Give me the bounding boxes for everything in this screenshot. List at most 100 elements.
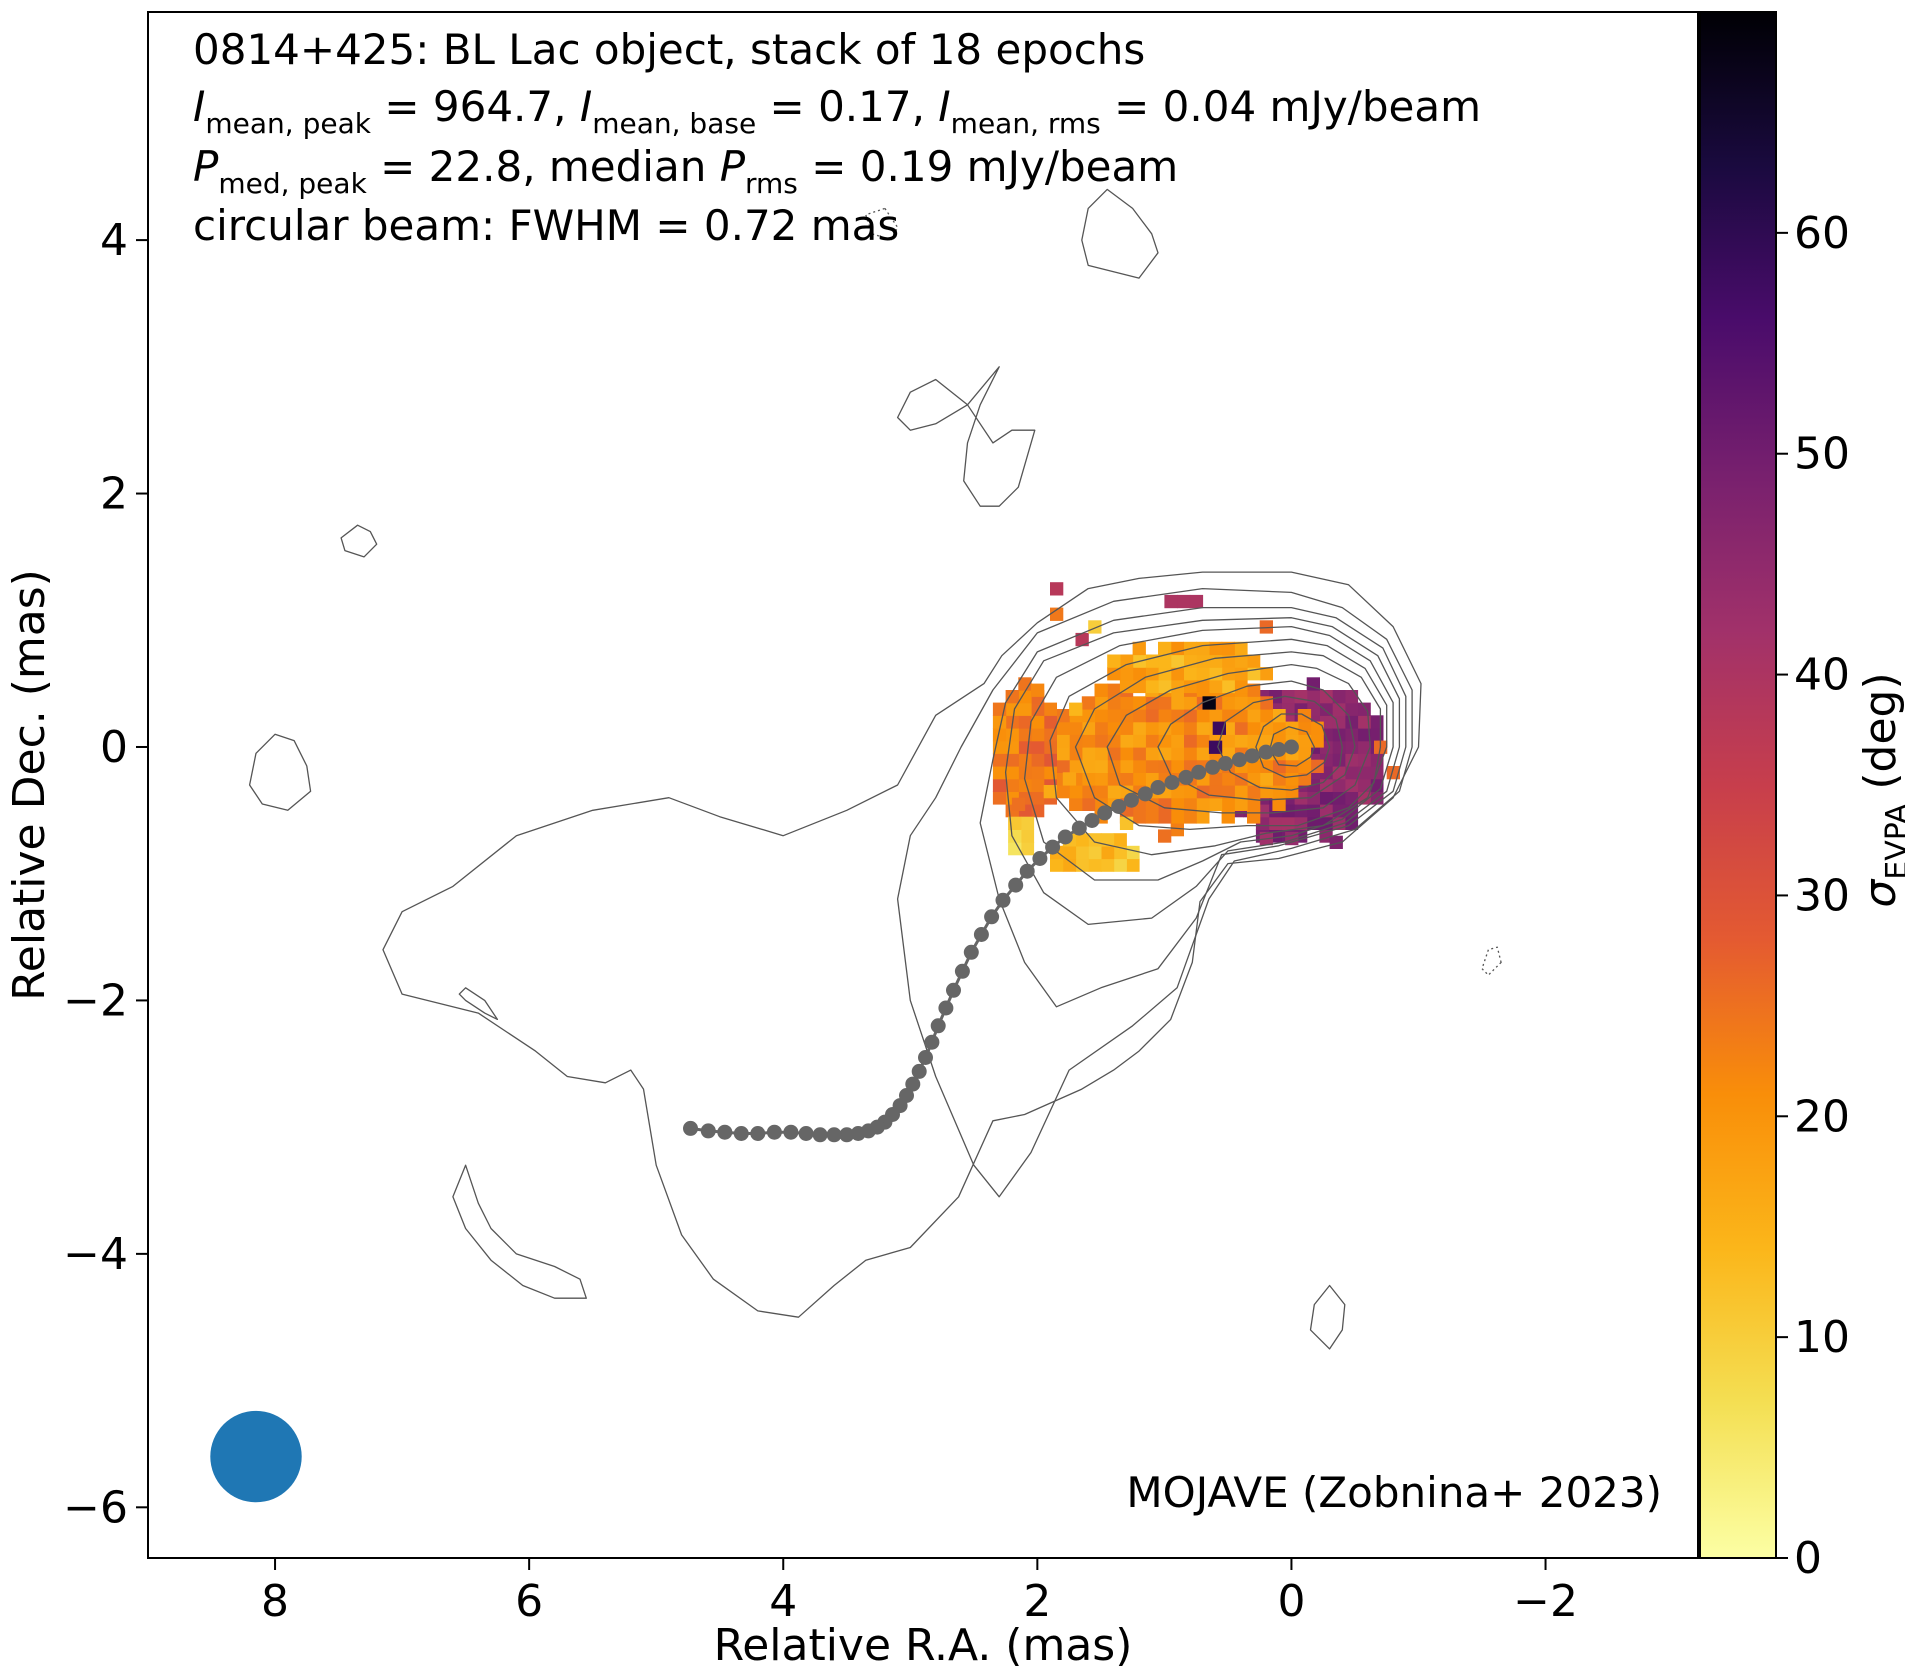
pol-pixel (1170, 747, 1184, 761)
contour-c4 (1004, 617, 1401, 926)
credit-text: MOJAVE (Zobnina+ 2023) (1126, 1468, 1662, 1517)
pol-pixel (1056, 759, 1070, 773)
ridgeline-point (733, 1126, 749, 1141)
colorbar-tick-label: 0 (1794, 1533, 1822, 1584)
contour-island-small-nw (340, 524, 378, 558)
ridgeline-point (954, 963, 970, 979)
ridgeline-point (850, 1126, 866, 1141)
pol-pixel (1196, 709, 1210, 723)
pol-pixel (1306, 791, 1320, 805)
pol-pixel (1196, 810, 1210, 824)
contour-c5 (1023, 625, 1394, 881)
pol-pixel (1208, 797, 1223, 811)
pol-pixel (1158, 667, 1172, 681)
pol-pixel (1158, 721, 1172, 735)
pol-pixel (1221, 785, 1235, 799)
pol-pixel (1344, 740, 1359, 754)
ridgeline-point (963, 944, 979, 960)
ridgeline-point (798, 1126, 814, 1141)
x-tick-label: 2 (1023, 1576, 1051, 1627)
pol-pixel (1332, 690, 1346, 704)
pol-pixel (1158, 654, 1172, 668)
ridgeline-point (839, 1127, 855, 1143)
pol-pixel (1332, 728, 1346, 742)
pol-pixel (1132, 747, 1146, 761)
contour-c9 (1157, 680, 1356, 801)
pol-pixel (1177, 594, 1191, 609)
pol-pixel (1297, 772, 1312, 786)
pol-pixel (1221, 696, 1235, 710)
contour-c2 (896, 587, 1413, 1198)
pol-pixel (1170, 641, 1184, 656)
pol-pixel (1119, 747, 1134, 761)
pol-pixel (1247, 654, 1261, 668)
pol-pixel (1268, 816, 1282, 830)
pol-pixel (1259, 696, 1273, 710)
pol-pixel (1170, 797, 1184, 811)
pol-pixel (1158, 709, 1172, 723)
pol-pixel (1113, 845, 1127, 860)
contour-c8 (1106, 663, 1371, 814)
pol-pixel (1107, 683, 1121, 697)
pol-pixel (1020, 842, 1035, 856)
pol-pixel (1145, 810, 1159, 824)
ridgeline-point (946, 982, 961, 998)
pol-pixel (1145, 747, 1159, 761)
ridgeline-point (911, 1063, 927, 1079)
pol-pixel (1126, 858, 1140, 872)
ridgeline-point (1019, 863, 1035, 879)
info-line-3: Pmed, peak = 22.8, median Prms = 0.19 mJ… (193, 142, 1178, 200)
ridgeline-point (1217, 756, 1233, 771)
ridgeline-point (1057, 829, 1073, 845)
pol-pixel (1062, 845, 1077, 860)
x-tick-label: 4 (769, 1576, 797, 1627)
pol-pixel (1170, 654, 1184, 668)
pol-pixel (1081, 759, 1096, 773)
pol-pixel (1357, 715, 1371, 729)
pol-pixel (1100, 833, 1115, 847)
contour-dashed-east (1481, 946, 1502, 976)
pol-pixel (1259, 709, 1273, 723)
pol-pixel (1234, 772, 1248, 786)
contour-island-se (1309, 1284, 1346, 1350)
ridgeline-point (1111, 799, 1127, 814)
pol-pixel (1234, 785, 1248, 799)
pol-pixel (1081, 797, 1096, 811)
colorbar-tick-label: 30 (1794, 870, 1850, 921)
pol-pixel (1158, 747, 1172, 761)
pol-pixel (1094, 734, 1108, 748)
pol-pixel (1145, 797, 1159, 811)
pol-pixel (1075, 632, 1089, 647)
ridgeline-point (1191, 764, 1207, 780)
pol-pixel (1107, 785, 1121, 799)
pol-pixel (1132, 721, 1146, 735)
pol-pixel (1018, 702, 1032, 716)
pol-pixel (1234, 797, 1248, 811)
pol-pixel (1285, 759, 1299, 773)
pol-pixel (1221, 734, 1235, 748)
pol-pixel (1081, 709, 1096, 723)
ridgeline-point (973, 927, 989, 942)
pol-pixel (1344, 715, 1359, 729)
x-axis-ticks: 8 6 4 2 0 −2 (261, 1558, 1578, 1627)
pol-pixel (1119, 696, 1134, 710)
pol-pixel (1221, 810, 1235, 824)
pol-pixel (1158, 829, 1172, 843)
pol-pixel (1332, 766, 1346, 780)
ridgeline-point (766, 1124, 782, 1140)
pol-pixel (1081, 785, 1096, 799)
pol-pixel (1344, 690, 1359, 704)
pol-pixel (1332, 816, 1346, 830)
pol-pixel (1221, 679, 1235, 694)
contour-island-north (896, 366, 1036, 507)
pol-pixel (1132, 641, 1146, 656)
pol-pixel (1386, 766, 1400, 780)
x-tick-label: −2 (1513, 1576, 1578, 1627)
pol-pixel (1011, 797, 1026, 811)
info-text: 0814+425: BL Lac object, stack of 18 epo… (193, 25, 1481, 250)
pol-pixel (1183, 747, 1197, 761)
pol-pixel (1319, 791, 1333, 805)
pol-pixel (1344, 702, 1359, 716)
contour-c7 (1074, 651, 1382, 831)
